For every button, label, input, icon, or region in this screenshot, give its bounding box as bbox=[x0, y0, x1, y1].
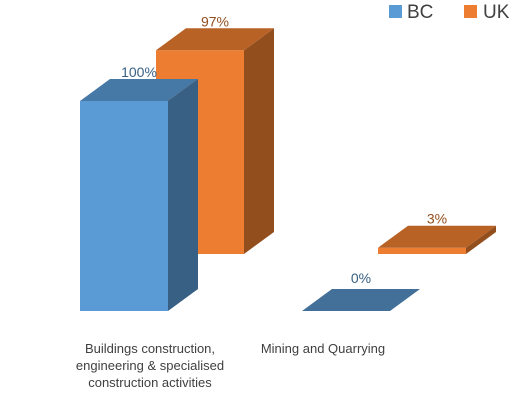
bar-side-face bbox=[244, 28, 274, 254]
bars-layer bbox=[80, 28, 496, 311]
legend[interactable]: BC UK bbox=[389, 2, 510, 23]
category-label-line: engineering & specialised bbox=[76, 358, 224, 373]
category-label-1: Mining and Quarrying bbox=[261, 341, 385, 356]
data-labels-layer: 97% 3% 100% 0% bbox=[121, 13, 447, 286]
bar-front-face bbox=[378, 247, 466, 254]
legend-label-uk: UK bbox=[483, 2, 510, 23]
data-label-bc-1: 0% bbox=[351, 270, 371, 286]
legend-swatch-bc bbox=[389, 5, 402, 18]
category-label-line: construction activities bbox=[88, 375, 212, 390]
bar-top-face bbox=[378, 225, 496, 248]
category-label-0: Buildings construction, engineering & spe… bbox=[76, 341, 224, 390]
bar-side-face bbox=[168, 79, 198, 311]
bar-bc-1 bbox=[302, 289, 420, 311]
bar-bc-0 bbox=[80, 79, 198, 311]
legend-label-bc: BC bbox=[407, 2, 433, 23]
category-label-line: Mining and Quarrying bbox=[261, 341, 385, 356]
category-axis-labels: Buildings construction, engineering & spe… bbox=[76, 341, 385, 390]
legend-swatch-uk bbox=[464, 5, 477, 18]
data-label-uk-0: 97% bbox=[201, 13, 229, 29]
category-label-line: Buildings construction, bbox=[85, 341, 215, 356]
bar-uk-1 bbox=[378, 225, 496, 254]
bar-side-face bbox=[466, 225, 496, 254]
data-label-bc-0: 100% bbox=[121, 64, 157, 80]
bar-top-face bbox=[80, 79, 198, 101]
bar-top-face bbox=[156, 28, 274, 51]
bar-top-face bbox=[302, 289, 420, 311]
bar-front-face bbox=[80, 101, 168, 311]
data-label-uk-1: 3% bbox=[427, 211, 447, 227]
